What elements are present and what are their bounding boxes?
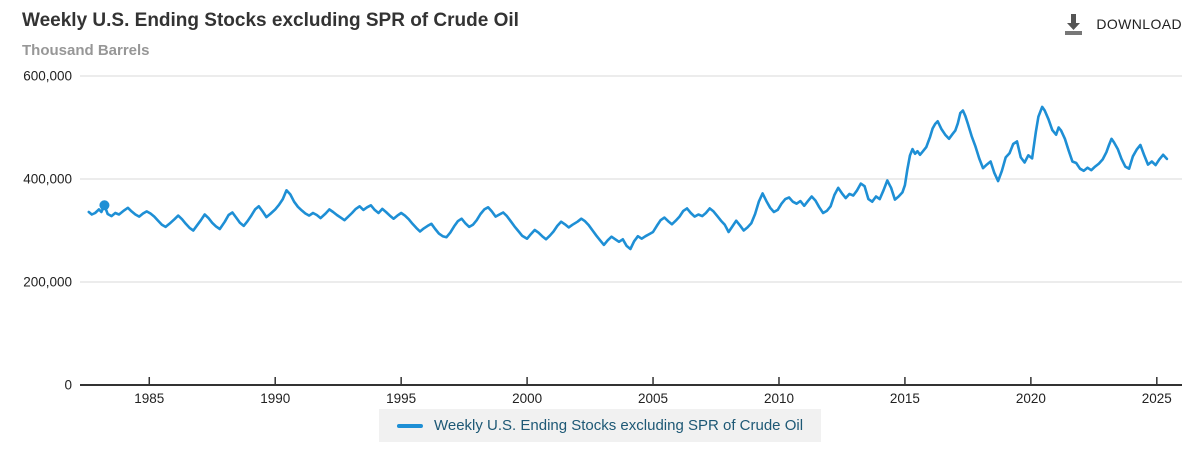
download-label: DOWNLOAD bbox=[1096, 16, 1182, 32]
download-button[interactable]: DOWNLOAD bbox=[1063, 13, 1182, 35]
y-axis-tick-label: 0 bbox=[64, 378, 72, 393]
series-line-crude-stocks bbox=[87, 105, 1169, 251]
x-axis-tick-label: 2015 bbox=[890, 391, 920, 406]
x-axis-tick-label: 2010 bbox=[764, 391, 794, 406]
x-axis-tick-label: 1985 bbox=[134, 391, 164, 406]
y-axis-tick-label: 600,000 bbox=[23, 69, 72, 84]
download-icon bbox=[1063, 13, 1084, 35]
y-axis-tick-label: 200,000 bbox=[23, 275, 72, 290]
series-marker-point bbox=[99, 200, 110, 211]
legend-line-swatch bbox=[396, 423, 423, 428]
x-axis-tick-label: 2020 bbox=[1016, 391, 1046, 406]
y-axis-tick-label: 400,000 bbox=[23, 172, 72, 187]
legend-label: Weekly U.S. Ending Stocks excluding SPR … bbox=[433, 417, 804, 434]
x-axis-tick-label: 1995 bbox=[386, 391, 416, 406]
x-axis-tick-label: 1990 bbox=[260, 391, 290, 406]
x-axis-tick-label: 2005 bbox=[638, 391, 668, 406]
x-axis-tick-label: 2025 bbox=[1142, 391, 1172, 406]
x-axis-tick-label: 2000 bbox=[512, 391, 542, 406]
page-title: Weekly U.S. Ending Stocks excluding SPR … bbox=[22, 10, 519, 31]
axis-units-label: Thousand Barrels bbox=[22, 42, 150, 59]
legend-item[interactable]: Weekly U.S. Ending Stocks excluding SPR … bbox=[378, 409, 822, 442]
